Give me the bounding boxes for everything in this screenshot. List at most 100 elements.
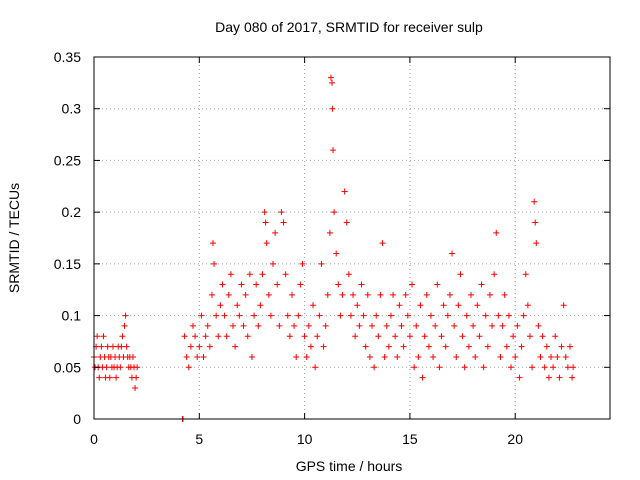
data-point	[314, 333, 321, 340]
data-point	[259, 271, 266, 278]
data-point	[453, 353, 460, 360]
data-point	[324, 291, 331, 298]
data-point	[499, 322, 506, 329]
data-point	[472, 353, 479, 360]
data-point	[301, 333, 308, 340]
data-point	[284, 312, 291, 319]
data-point	[339, 291, 346, 298]
data-point	[444, 312, 451, 319]
data-point	[251, 312, 258, 319]
data-point	[495, 312, 502, 319]
data-point	[103, 364, 110, 371]
data-point	[330, 147, 337, 154]
data-point	[118, 343, 125, 350]
data-point	[461, 364, 468, 371]
y-tick-label: 0.2	[62, 204, 82, 220]
data-point	[470, 322, 477, 329]
data-point	[282, 271, 289, 278]
data-point	[234, 302, 241, 309]
data-point	[512, 353, 519, 360]
x-tick-labels: 0 5 10 15 20	[90, 431, 523, 447]
data-point	[129, 353, 136, 360]
data-point	[442, 343, 449, 350]
data-point	[134, 364, 141, 371]
data-point	[451, 322, 458, 329]
data-point	[327, 74, 334, 81]
data-point	[119, 333, 126, 340]
data-point	[209, 240, 216, 247]
data-point	[381, 353, 388, 360]
data-point	[312, 364, 319, 371]
data-point	[354, 302, 361, 309]
data-point	[227, 271, 234, 278]
data-point	[297, 281, 304, 288]
data-point	[221, 312, 228, 319]
data-point	[352, 333, 359, 340]
data-point	[406, 333, 413, 340]
y-tick-label: 0.1	[62, 308, 82, 324]
data-point	[310, 302, 317, 309]
y-axis-title: SRMTID / TECUs	[6, 183, 22, 293]
x-tick-label: 0	[90, 431, 98, 447]
data-point	[366, 353, 373, 360]
data-point	[491, 271, 498, 278]
data-point	[194, 353, 201, 360]
data-point	[566, 343, 573, 350]
data-point	[533, 240, 540, 247]
data-point	[337, 312, 344, 319]
data-point	[387, 312, 394, 319]
y-tick-label: 0.3	[62, 101, 82, 117]
data-point	[516, 374, 523, 381]
data-point	[413, 322, 420, 329]
data-point	[350, 291, 357, 298]
data-point	[362, 343, 369, 350]
data-point	[438, 333, 445, 340]
data-point	[379, 240, 386, 247]
data-point	[529, 364, 536, 371]
data-point	[522, 271, 529, 278]
data-point	[331, 209, 338, 216]
data-point	[244, 333, 251, 340]
data-point	[253, 281, 260, 288]
data-point	[526, 333, 533, 340]
data-points	[91, 74, 577, 422]
data-point	[554, 353, 561, 360]
data-point	[478, 281, 485, 288]
data-point	[225, 291, 232, 298]
data-point	[96, 374, 103, 381]
data-point	[558, 343, 565, 350]
data-point	[213, 312, 220, 319]
data-point	[217, 302, 224, 309]
data-point	[328, 79, 335, 86]
data-point	[123, 343, 130, 350]
data-point	[411, 364, 418, 371]
data-point	[404, 312, 411, 319]
data-point	[94, 333, 101, 340]
data-point	[497, 353, 504, 360]
data-point	[356, 322, 363, 329]
data-point	[295, 312, 302, 319]
data-point	[440, 302, 447, 309]
data-point	[552, 333, 559, 340]
data-point	[486, 291, 493, 298]
data-point	[493, 229, 500, 236]
data-point	[117, 364, 124, 371]
data-point	[402, 291, 409, 298]
data-point	[371, 364, 378, 371]
data-point	[204, 322, 211, 329]
data-point	[109, 343, 116, 350]
data-point	[417, 302, 424, 309]
data-point	[556, 374, 563, 381]
data-point	[535, 322, 542, 329]
data-point	[400, 343, 407, 350]
chart-title: Day 080 of 2017, SRMTID for receiver sul…	[215, 19, 483, 35]
data-point	[415, 353, 422, 360]
x-tick-label: 15	[402, 431, 418, 447]
data-point	[219, 281, 226, 288]
y-tick-label: 0	[73, 411, 81, 427]
data-point	[398, 322, 405, 329]
data-point	[261, 209, 268, 216]
data-point	[185, 364, 192, 371]
data-point	[358, 281, 365, 288]
data-point	[238, 281, 245, 288]
